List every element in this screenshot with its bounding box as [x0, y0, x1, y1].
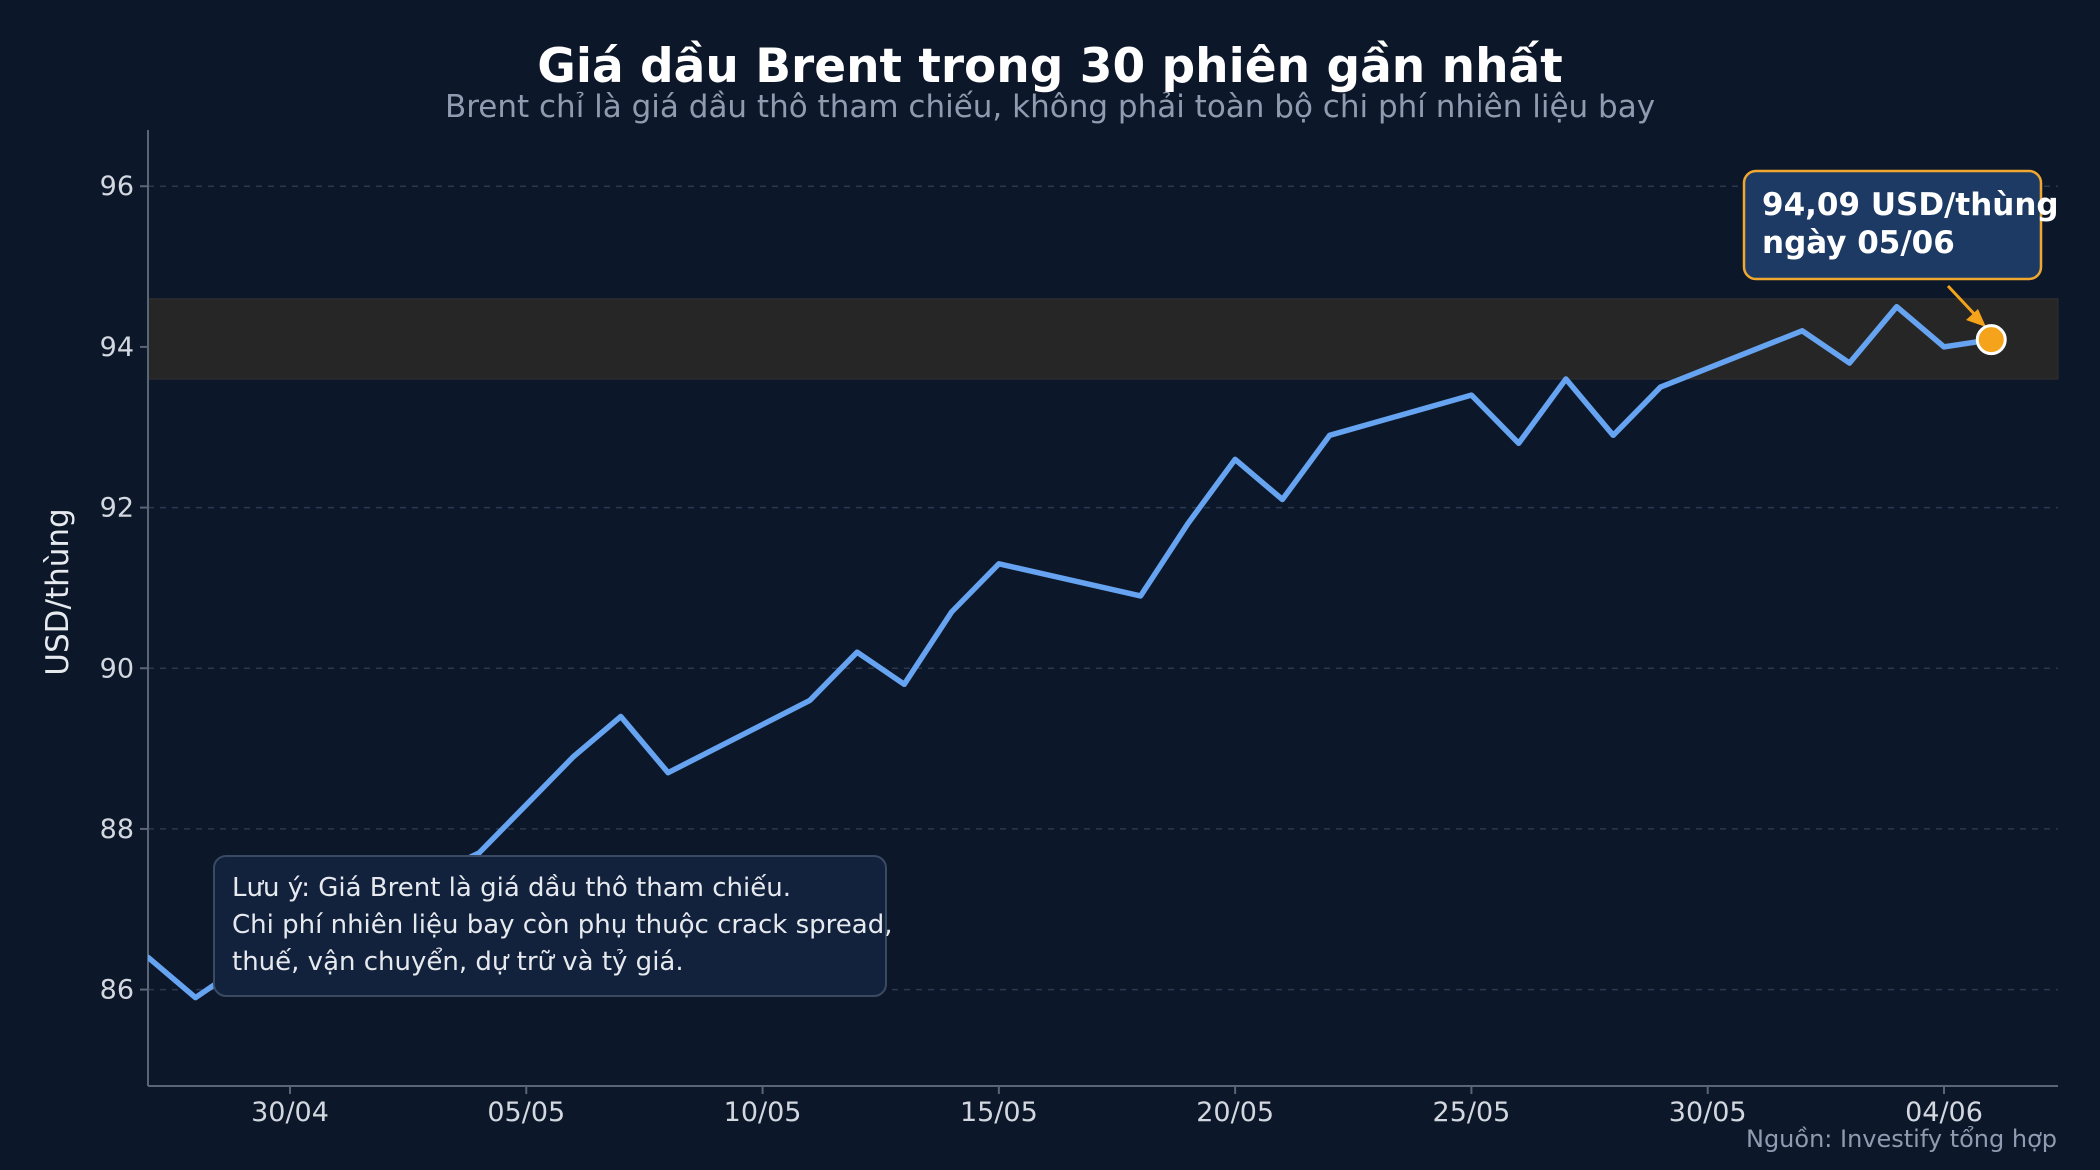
- source-note: Nguồn: Investify tổng hợp: [1746, 1125, 2057, 1153]
- y-tick-label: 90: [100, 653, 134, 684]
- y-tick-label: 88: [100, 814, 134, 845]
- gridlines: [140, 185, 2058, 991]
- chart-title: Giá dầu Brent trong 30 phiên gần nhất: [537, 39, 1563, 94]
- note-line-2: Chi phí nhiên liệu bay còn phụ thuộc cra…: [232, 910, 892, 940]
- y-tick-label: 94: [100, 332, 134, 363]
- x-tick-label: 15/05: [960, 1097, 1038, 1128]
- latest-price-point: [1975, 324, 2007, 356]
- y-tick-label: 96: [100, 171, 134, 202]
- axes: [147, 130, 2058, 1087]
- price-callout: 94,09 USD/thùng ngày 05/06: [1742, 169, 2059, 327]
- x-tick-label: 04/06: [1905, 1097, 1983, 1128]
- note-box: Lưu ý: Giá Brent là giá dầu thô tham chi…: [213, 855, 892, 997]
- x-tick-label: 05/05: [487, 1097, 565, 1128]
- x-tick-label: 20/05: [1196, 1097, 1274, 1128]
- callout-value: 94,09 USD/thùng: [1762, 187, 2059, 223]
- highlight-band: [147, 298, 2059, 380]
- y-axis-label: USD/thùng: [40, 508, 76, 675]
- note-background: [213, 855, 887, 997]
- y-tick-labels: 86 88 90 92 94 96: [100, 171, 134, 1005]
- note-line-1: Lưu ý: Giá Brent là giá dầu thô tham chi…: [232, 873, 791, 903]
- x-tick-labels: 30/04 05/05 10/05 15/05 20/05 25/05 30/05 04/06: [251, 1086, 1983, 1128]
- note-line-3: thuế, vận chuyển, dự trữ và tỷ giá.: [232, 946, 684, 977]
- y-tick-label: 92: [100, 493, 134, 524]
- brent-price-line: [148, 303, 1995, 1001]
- series: [148, 303, 1995, 1001]
- x-tick-label: 30/05: [1669, 1097, 1747, 1128]
- x-tick-label: 25/05: [1433, 1097, 1511, 1128]
- callout-date: ngày 05/06: [1762, 225, 1955, 261]
- callout-arrow-shaft: [1946, 284, 1980, 320]
- y-tick-label: 86: [100, 975, 134, 1006]
- chart-subtitle: Brent chỉ là giá dầu thô tham chiếu, khô…: [445, 89, 1655, 125]
- x-tick-label: 30/04: [251, 1097, 329, 1128]
- x-tick-label: 10/05: [724, 1097, 802, 1128]
- callout-box: [1742, 169, 2043, 281]
- callout-arrow-head: [1966, 309, 1986, 327]
